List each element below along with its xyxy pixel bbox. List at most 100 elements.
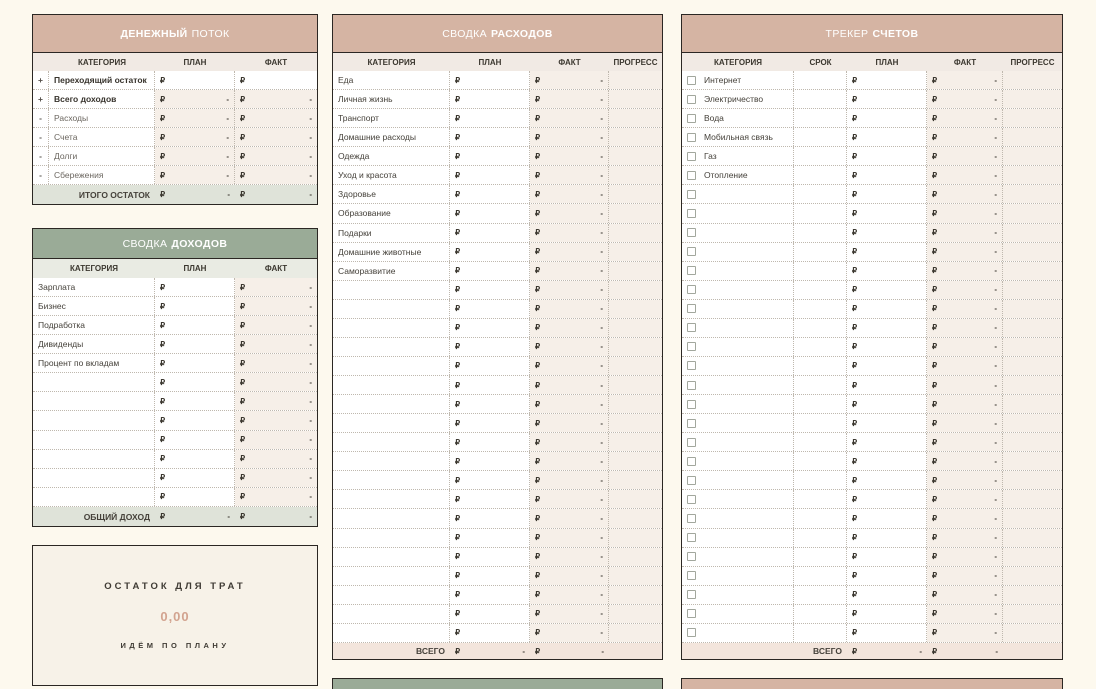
- bill-paid-checkbox[interactable]: [687, 628, 696, 638]
- category-cell[interactable]: Подарки: [333, 223, 450, 242]
- bill-paid-checkbox[interactable]: [687, 94, 696, 104]
- plan-cell[interactable]: ₽: [847, 71, 927, 90]
- plan-cell[interactable]: ₽: [450, 261, 530, 280]
- category-cell[interactable]: Вода: [682, 109, 794, 128]
- bill-paid-checkbox[interactable]: [687, 304, 696, 314]
- category-cell[interactable]: Расходы: [49, 109, 155, 128]
- plan-cell[interactable]: ₽: [450, 356, 530, 375]
- plan-cell[interactable]: ₽: [450, 509, 530, 528]
- due-date-cell[interactable]: [794, 185, 847, 204]
- bill-paid-checkbox[interactable]: [687, 533, 696, 543]
- category-cell[interactable]: [682, 490, 794, 509]
- plan-cell[interactable]: ₽: [847, 337, 927, 356]
- due-date-cell[interactable]: [794, 547, 847, 566]
- plan-cell[interactable]: ₽: [450, 166, 530, 185]
- category-cell[interactable]: [333, 471, 450, 490]
- bill-paid-checkbox[interactable]: [687, 151, 696, 161]
- plan-cell[interactable]: ₽: [847, 90, 927, 109]
- category-cell[interactable]: [682, 433, 794, 452]
- category-cell[interactable]: [682, 223, 794, 242]
- plan-cell[interactable]: ₽: [155, 468, 235, 487]
- category-cell[interactable]: Здоровье: [333, 185, 450, 204]
- category-cell[interactable]: [682, 509, 794, 528]
- plan-cell[interactable]: ₽: [847, 109, 927, 128]
- category-cell[interactable]: [33, 411, 155, 430]
- plan-cell[interactable]: ₽: [847, 223, 927, 242]
- due-date-cell[interactable]: [794, 490, 847, 509]
- plan-cell[interactable]: ₽: [450, 71, 530, 90]
- plan-cell[interactable]: ₽: [847, 585, 927, 604]
- bill-paid-checkbox[interactable]: [687, 609, 696, 619]
- plan-cell[interactable]: ₽: [155, 316, 235, 335]
- plan-cell[interactable]: ₽: [847, 452, 927, 471]
- category-cell[interactable]: Личная жизнь: [333, 90, 450, 109]
- plan-cell[interactable]: ₽: [155, 430, 235, 449]
- category-cell[interactable]: Образование: [333, 204, 450, 223]
- category-cell[interactable]: [682, 261, 794, 280]
- due-date-cell[interactable]: [794, 204, 847, 223]
- due-date-cell[interactable]: [794, 280, 847, 299]
- category-cell[interactable]: [682, 414, 794, 433]
- plan-cell[interactable]: ₽: [450, 90, 530, 109]
- category-cell[interactable]: Переходящий остаток: [49, 71, 155, 90]
- plan-cell[interactable]: ₽: [450, 242, 530, 261]
- plan-cell[interactable]: ₽: [450, 528, 530, 547]
- category-cell[interactable]: [333, 585, 450, 604]
- category-cell[interactable]: [682, 299, 794, 318]
- bill-paid-checkbox[interactable]: [687, 323, 696, 333]
- category-cell[interactable]: [682, 356, 794, 375]
- due-date-cell[interactable]: [794, 356, 847, 375]
- category-cell[interactable]: [33, 392, 155, 411]
- plan-cell[interactable]: ₽: [450, 471, 530, 490]
- bill-paid-checkbox[interactable]: [687, 285, 696, 295]
- plan-cell[interactable]: ₽: [847, 604, 927, 623]
- category-cell[interactable]: Еда: [333, 71, 450, 90]
- bill-paid-checkbox[interactable]: [687, 380, 696, 390]
- plan-cell[interactable]: ₽: [847, 299, 927, 318]
- bill-paid-checkbox[interactable]: [687, 361, 696, 371]
- plan-cell[interactable]: ₽: [155, 373, 235, 392]
- plan-cell[interactable]: ₽: [450, 376, 530, 395]
- due-date-cell[interactable]: [794, 471, 847, 490]
- plan-cell[interactable]: ₽: [847, 623, 927, 642]
- bill-paid-checkbox[interactable]: [687, 571, 696, 581]
- category-cell[interactable]: Мобильная связь: [682, 128, 794, 147]
- bill-paid-checkbox[interactable]: [687, 513, 696, 523]
- due-date-cell[interactable]: [794, 147, 847, 166]
- bill-paid-checkbox[interactable]: [687, 590, 696, 600]
- plan-cell[interactable]: ₽: [450, 185, 530, 204]
- category-cell[interactable]: [333, 299, 450, 318]
- category-cell[interactable]: [682, 204, 794, 223]
- category-cell[interactable]: Счета: [49, 128, 155, 147]
- bill-paid-checkbox[interactable]: [687, 113, 696, 123]
- category-cell[interactable]: Бизнес: [33, 297, 155, 316]
- bill-paid-checkbox[interactable]: [687, 399, 696, 409]
- category-cell[interactable]: [682, 452, 794, 471]
- category-cell[interactable]: Транспорт: [333, 109, 450, 128]
- plan-cell[interactable]: ₽: [847, 261, 927, 280]
- plan-cell[interactable]: ₽: [450, 147, 530, 166]
- plan-cell[interactable]: ₽: [450, 490, 530, 509]
- category-cell[interactable]: [333, 318, 450, 337]
- due-date-cell[interactable]: [794, 414, 847, 433]
- plan-cell[interactable]: ₽: [450, 623, 530, 642]
- category-cell[interactable]: [333, 356, 450, 375]
- category-cell[interactable]: Саморазвитие: [333, 261, 450, 280]
- plan-cell[interactable]: ₽: [155, 449, 235, 468]
- category-cell[interactable]: Сбережения: [49, 166, 155, 185]
- bill-paid-checkbox[interactable]: [687, 247, 696, 257]
- category-cell[interactable]: [333, 547, 450, 566]
- plan-cell[interactable]: ₽: [847, 395, 927, 414]
- category-cell[interactable]: Долги: [49, 147, 155, 166]
- plan-cell[interactable]: ₽: [450, 318, 530, 337]
- plan-cell[interactable]: ₽: [847, 376, 927, 395]
- category-cell[interactable]: [682, 280, 794, 299]
- plan-cell[interactable]: ₽: [155, 411, 235, 430]
- due-date-cell[interactable]: [794, 318, 847, 337]
- bill-paid-checkbox[interactable]: [687, 552, 696, 562]
- category-cell[interactable]: [682, 566, 794, 585]
- category-cell[interactable]: Интернет: [682, 71, 794, 90]
- category-cell[interactable]: [682, 623, 794, 642]
- plan-cell[interactable]: ₽: [847, 528, 927, 547]
- due-date-cell[interactable]: [794, 261, 847, 280]
